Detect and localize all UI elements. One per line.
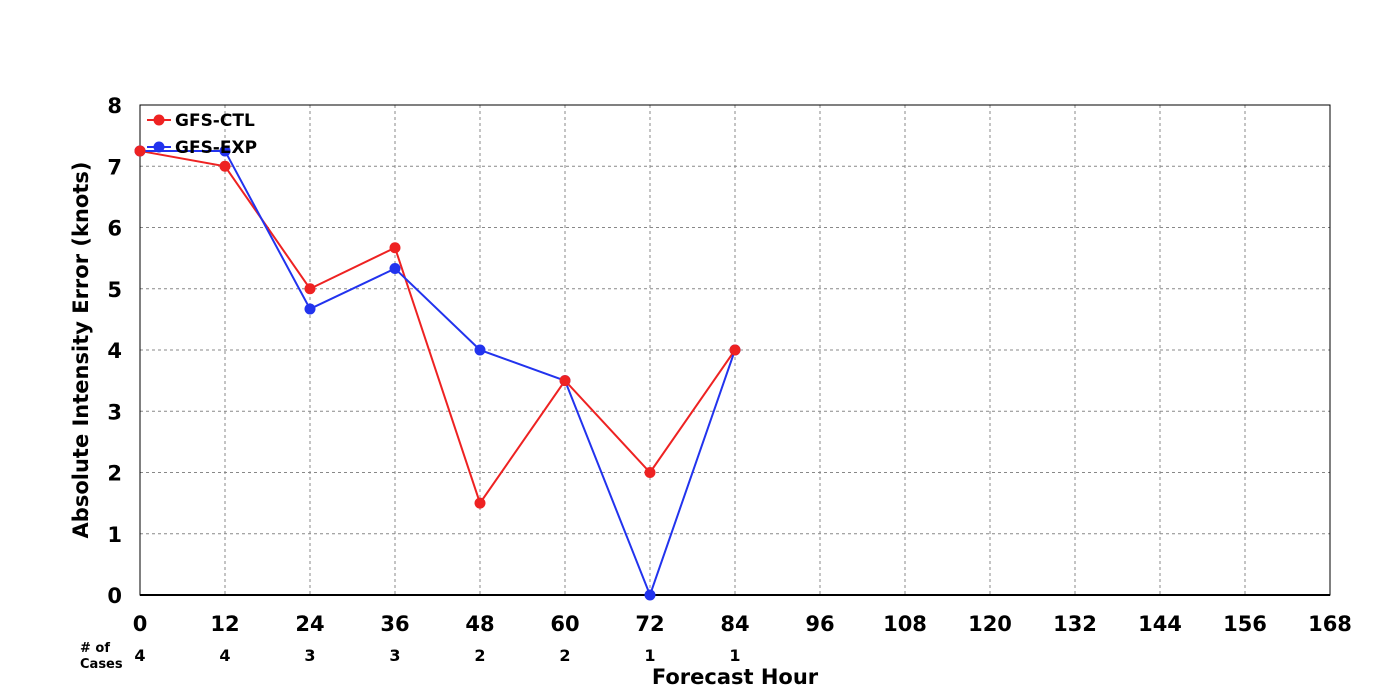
y-tick-label: 2 xyxy=(107,462,122,486)
x-tick-label: 36 xyxy=(380,612,409,636)
case-count: 2 xyxy=(474,646,485,665)
cases-label-line1: # of xyxy=(80,641,110,656)
y-tick-label: 3 xyxy=(107,400,122,424)
x-tick-label: 108 xyxy=(883,612,927,636)
x-tick-label: 96 xyxy=(805,612,834,636)
series-line-gfs-exp xyxy=(140,149,736,598)
data-point-gfs-exp xyxy=(644,589,656,601)
x-tick-label: 168 xyxy=(1308,612,1352,636)
x-axis-label: Forecast Hour xyxy=(652,665,819,689)
x-tick-label: 120 xyxy=(968,612,1012,636)
y-tick-label: 1 xyxy=(107,523,122,547)
x-tick-labels: 0 12 24 36 48 60 72 84 96 108 120 132 144 156 168 xyxy=(133,612,1352,636)
y-tick-label: 7 xyxy=(107,155,122,179)
data-point-gfs-exp xyxy=(304,303,316,315)
legend-label: GFS-EXP xyxy=(175,138,257,158)
data-point-gfs-ctl xyxy=(304,283,316,295)
x-tick-label: 60 xyxy=(550,612,579,636)
case-count: 3 xyxy=(389,646,400,665)
data-point-gfs-exp xyxy=(474,344,486,356)
y-tick-label: 4 xyxy=(107,339,122,363)
cases-row: # of Cases 4 4 3 3 2 2 1 1 xyxy=(80,641,741,672)
legend-swatch-marker xyxy=(153,114,165,126)
x-tick-label: 132 xyxy=(1053,612,1097,636)
x-tick-label: 84 xyxy=(720,612,749,636)
grid xyxy=(140,105,1330,595)
data-point-gfs-ctl xyxy=(474,497,486,509)
case-count: 3 xyxy=(304,646,315,665)
y-axis-label: Absolute Intensity Error (knots) xyxy=(69,162,93,539)
case-count: 4 xyxy=(219,646,230,665)
y-tick-labels: 0 1 2 3 4 5 6 7 8 xyxy=(107,94,122,608)
x-tick-label: 156 xyxy=(1223,612,1267,636)
x-tick-label: 72 xyxy=(635,612,664,636)
data-point-gfs-ctl xyxy=(134,145,146,157)
series-line-gfs-ctl xyxy=(139,149,736,506)
legend-swatch-marker xyxy=(153,141,165,153)
data-point-gfs-ctl xyxy=(729,344,741,356)
legend-label: GFS-CTL xyxy=(175,111,255,131)
data-point-gfs-ctl xyxy=(559,375,571,387)
x-tick-label: 48 xyxy=(465,612,494,636)
legend: GFS-CTL GFS-EXP xyxy=(147,111,257,158)
y-tick-label: 6 xyxy=(107,217,122,241)
x-tick-label: 12 xyxy=(210,612,239,636)
series-group xyxy=(134,145,741,601)
y-tick-label: 0 xyxy=(107,584,122,608)
x-tick-label: 0 xyxy=(133,612,148,636)
x-tick-label: 24 xyxy=(295,612,324,636)
data-point-gfs-ctl xyxy=(389,242,401,254)
x-tick-label: 144 xyxy=(1138,612,1182,636)
data-point-gfs-exp xyxy=(389,263,401,275)
data-point-gfs-ctl xyxy=(219,160,231,172)
case-count: 2 xyxy=(559,646,570,665)
y-tick-label: 5 xyxy=(107,278,122,302)
y-tick-label: 8 xyxy=(107,94,122,118)
data-point-gfs-exp xyxy=(219,145,231,157)
case-count: 1 xyxy=(729,646,740,665)
data-point-gfs-ctl xyxy=(644,467,656,478)
case-count: 4 xyxy=(134,646,145,665)
cases-label-line2: Cases xyxy=(80,657,123,672)
case-count: 1 xyxy=(644,646,655,665)
